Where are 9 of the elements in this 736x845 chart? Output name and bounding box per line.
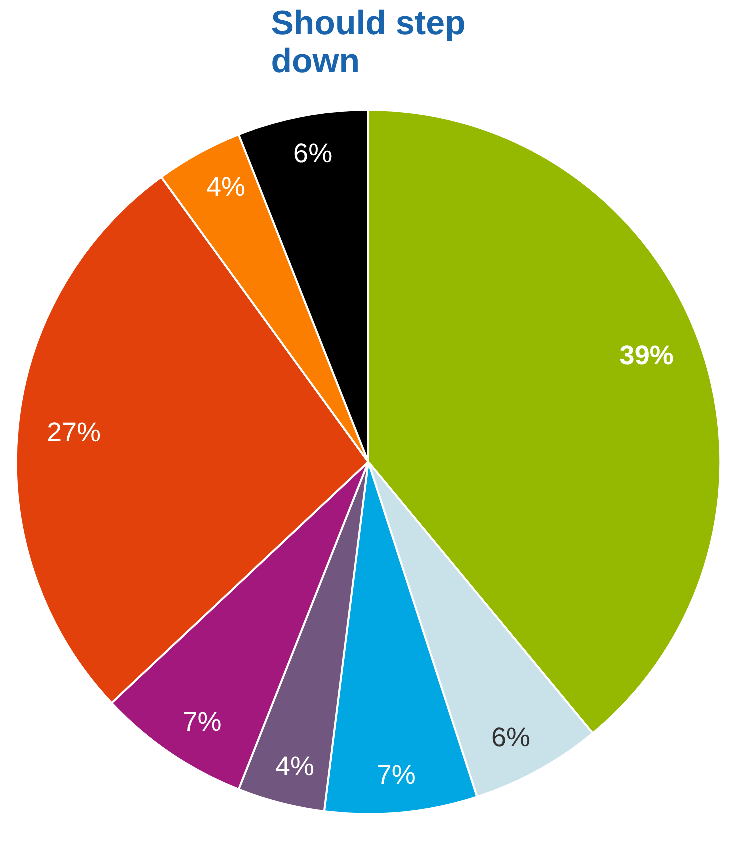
data-label: 4% (206, 172, 246, 202)
data-label: 39% (620, 340, 674, 371)
data-label: 6% (294, 138, 333, 169)
chart-title: Should step down (271, 4, 466, 80)
data-label: 4% (275, 751, 314, 782)
data-label: 7% (376, 760, 416, 790)
data-label: 6% (491, 722, 531, 752)
data-label: 7% (182, 706, 222, 737)
data-label: 27% (46, 418, 102, 448)
